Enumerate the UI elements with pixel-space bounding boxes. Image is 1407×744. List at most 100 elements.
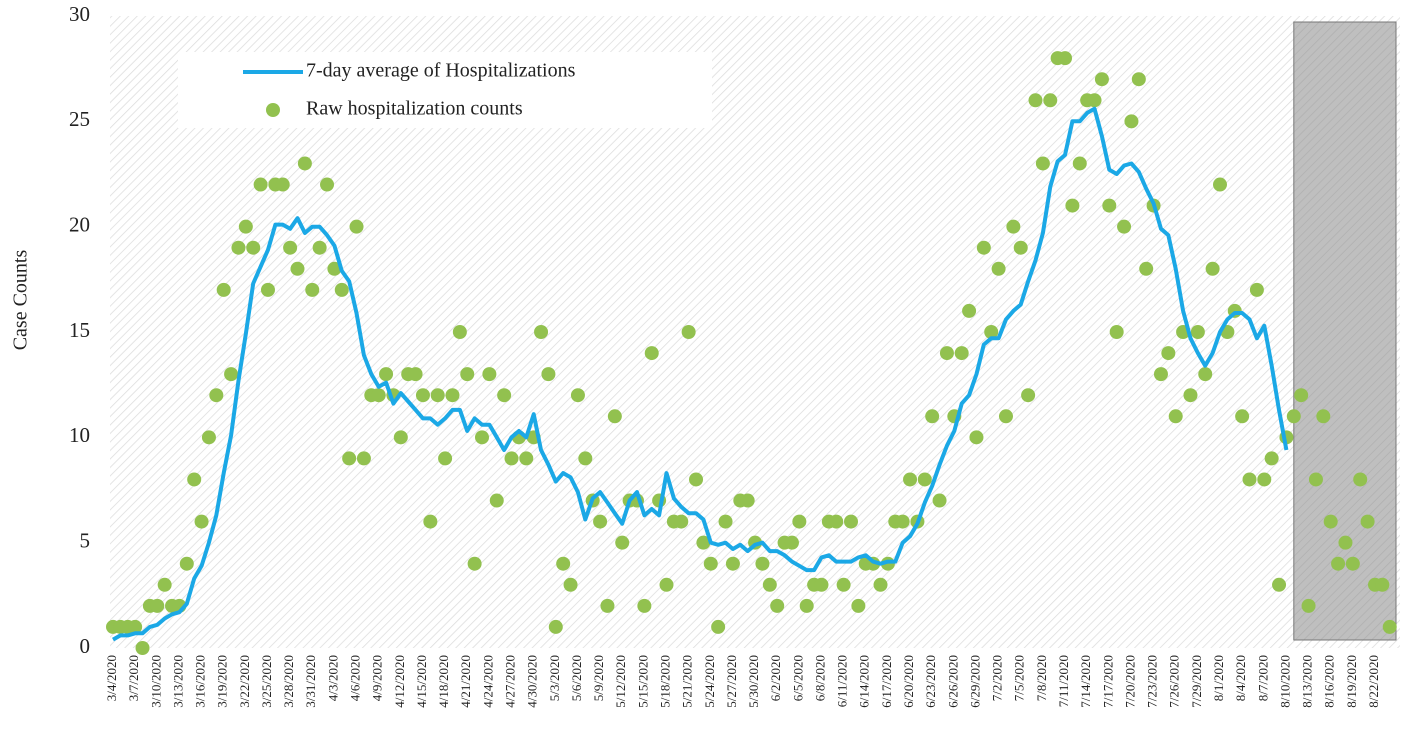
raw-point: [903, 472, 918, 487]
x-tick-label: 6/8/2020: [812, 655, 827, 701]
raw-point: [460, 367, 475, 382]
y-tick-label: 5: [80, 528, 91, 552]
x-tick-label: 4/18/2020: [436, 655, 451, 708]
raw-point: [1153, 367, 1168, 382]
x-tick-label: 6/11/2020: [835, 655, 850, 707]
raw-point: [615, 535, 630, 550]
x-tick-label: 8/1/2020: [1211, 655, 1226, 701]
x-tick-label: 7/29/2020: [1189, 655, 1204, 708]
raw-point: [305, 282, 320, 297]
raw-point: [260, 282, 275, 297]
raw-point: [356, 451, 371, 466]
raw-point: [718, 514, 733, 529]
raw-point: [519, 451, 534, 466]
raw-point: [334, 282, 349, 297]
raw-point: [201, 430, 216, 445]
raw-point: [674, 514, 689, 529]
raw-point: [954, 346, 969, 361]
raw-point: [548, 619, 563, 634]
raw-point: [1360, 514, 1375, 529]
raw-point: [349, 219, 364, 234]
raw-point: [1205, 261, 1220, 276]
raw-point: [283, 240, 298, 255]
raw-point: [1316, 409, 1331, 424]
raw-point: [415, 388, 430, 403]
raw-point: [1190, 325, 1205, 339]
x-tick-label: 6/14/2020: [857, 655, 872, 708]
x-tick-label: 8/4/2020: [1233, 655, 1248, 701]
raw-point: [829, 514, 844, 529]
raw-point: [1072, 156, 1087, 171]
raw-point: [1021, 388, 1036, 403]
x-tick-label: 5/18/2020: [657, 655, 672, 708]
raw-point: [423, 514, 438, 529]
raw-point: [1249, 282, 1264, 297]
raw-point: [740, 493, 755, 508]
raw-point: [917, 472, 932, 487]
raw-point: [563, 577, 578, 592]
raw-point: [467, 556, 482, 571]
raw-point: [814, 577, 829, 592]
raw-point: [231, 240, 246, 255]
x-tick-label: 5/15/2020: [635, 655, 650, 708]
raw-point: [784, 535, 799, 550]
raw-point: [194, 514, 209, 529]
raw-point: [438, 451, 453, 466]
raw-point: [393, 430, 408, 445]
x-tick-label: 3/13/2020: [170, 655, 185, 708]
raw-point: [1331, 556, 1346, 571]
raw-point: [1294, 388, 1309, 403]
legend-label: Raw hospitalization counts: [306, 98, 523, 120]
raw-point: [1065, 198, 1080, 213]
y-tick-label: 0: [80, 634, 91, 658]
raw-point: [932, 493, 947, 508]
raw-point: [135, 641, 150, 655]
raw-point: [1338, 535, 1353, 550]
raw-point: [497, 388, 512, 403]
raw-point: [1353, 472, 1368, 487]
raw-point: [379, 367, 394, 382]
raw-point: [644, 346, 659, 361]
x-tick-label: 7/23/2020: [1145, 655, 1160, 708]
x-tick-label: 4/3/2020: [325, 655, 340, 701]
x-tick-label: 3/31/2020: [303, 655, 318, 708]
raw-point: [844, 514, 858, 529]
raw-point: [1013, 240, 1028, 255]
raw-point: [1301, 598, 1316, 613]
x-tick-label: 6/23/2020: [923, 655, 938, 708]
raw-point: [836, 577, 851, 592]
x-tick-label: 8/10/2020: [1277, 655, 1292, 708]
x-tick-label: 4/27/2020: [503, 655, 518, 708]
x-tick-label: 5/12/2020: [613, 655, 628, 708]
raw-point: [209, 388, 224, 403]
raw-point: [216, 282, 231, 297]
raw-point: [1109, 325, 1124, 339]
raw-point: [1117, 219, 1132, 234]
raw-point: [475, 430, 489, 445]
legend-label: 7-day average of Hospitalizations: [306, 60, 576, 82]
raw-point: [1043, 93, 1058, 108]
raw-point: [976, 240, 991, 255]
y-tick-label: 30: [69, 2, 90, 26]
x-tick-label: 8/16/2020: [1322, 655, 1337, 708]
x-tick-label: 3/4/2020: [104, 655, 119, 701]
raw-point: [659, 577, 674, 592]
x-tick-label: 6/2/2020: [768, 655, 783, 701]
raw-point: [607, 409, 622, 424]
raw-point: [452, 325, 467, 339]
raw-point: [799, 598, 814, 613]
x-tick-label: 3/10/2020: [148, 655, 163, 708]
raw-point: [246, 240, 261, 255]
raw-point: [327, 261, 342, 276]
raw-point: [482, 367, 497, 382]
x-tick-label: 6/17/2020: [879, 655, 894, 708]
x-tick-label: 3/22/2020: [237, 655, 252, 708]
raw-point: [578, 451, 593, 466]
average-line: [112, 106, 1289, 642]
x-tick-label: 7/11/2020: [1056, 655, 1071, 707]
legend-dot: [266, 103, 280, 117]
raw-point: [489, 493, 504, 508]
raw-point: [1161, 346, 1176, 361]
raw-point: [681, 325, 696, 339]
